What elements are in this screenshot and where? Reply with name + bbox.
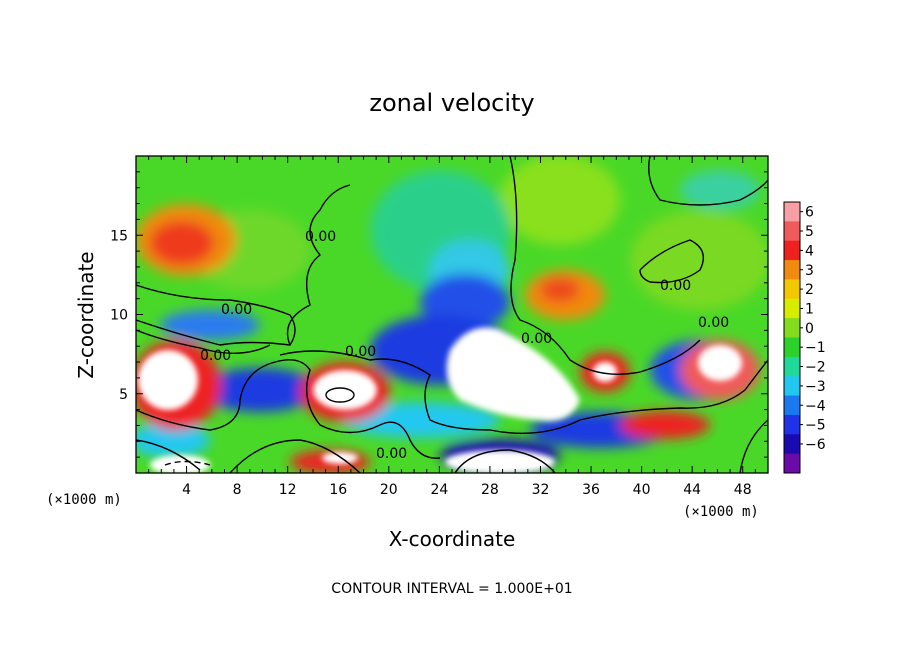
- y-axis-label: Z-coordinate: [74, 251, 98, 378]
- colorbar-swatch: [784, 414, 800, 435]
- contour-label: 0.00: [345, 344, 376, 360]
- contour-label: 0.00: [200, 348, 231, 364]
- colorbar-swatch: [784, 240, 800, 261]
- x-tick-label: 36: [582, 482, 600, 498]
- colorbar-swatch: [784, 221, 800, 242]
- colorbar-swatch: [784, 279, 800, 300]
- x-tick-label: 20: [380, 482, 398, 498]
- colorbar-tick-label: −2: [805, 360, 826, 376]
- heatmap-field: [136, 156, 768, 473]
- colorbar-tick-label: −3: [805, 379, 826, 395]
- contour-lines: [136, 156, 768, 473]
- colorbar-swatch: [784, 337, 800, 358]
- colorbar-swatch: [784, 376, 800, 397]
- x-unit-label-left: (×1000 m): [46, 492, 122, 508]
- colorbar-tick-label: 0: [805, 321, 814, 337]
- contour-label: 0.00: [698, 315, 729, 331]
- colorbar-tick-label: −5: [805, 418, 826, 434]
- colorbar-swatch: [784, 260, 800, 280]
- colorbar-tick-label: 3: [805, 263, 814, 279]
- colorbar-tick-label: −4: [805, 398, 826, 414]
- colorbar-tick-label: 5: [805, 224, 814, 240]
- x-tick-label: 32: [532, 482, 550, 498]
- x-tick-label: 4: [182, 482, 191, 498]
- y-tick-label: 15: [110, 228, 128, 244]
- x-tick-label: 16: [329, 482, 347, 498]
- x-unit-label-right: (×1000 m): [683, 504, 759, 520]
- x-tick-label: 48: [734, 482, 752, 498]
- x-tick-label: 40: [633, 482, 651, 498]
- y-tick-label: 10: [110, 308, 128, 324]
- colorbar-tick-label: −1: [805, 340, 826, 356]
- chart-title: zonal velocity: [369, 89, 534, 117]
- colorbar: 6 5 4 3 2 1 0 −1 −2 −3 −4 −5 −6: [783, 201, 826, 474]
- colorbar-tick-label: −6: [805, 437, 826, 453]
- x-tick-label: 28: [481, 482, 499, 498]
- contour-interval-note: CONTOUR INTERVAL = 1.000E+01: [331, 581, 572, 597]
- contour-label: 0.00: [305, 229, 336, 245]
- contour-label: 0.00: [521, 331, 552, 347]
- x-axis-label: X-coordinate: [389, 527, 516, 551]
- x-tick-label: 24: [430, 482, 448, 498]
- contour-label-group: 0.00 0.00 0.00 0.00 0.00 0.00 0.00 0.00: [200, 229, 729, 462]
- x-tick-label: 44: [683, 482, 701, 498]
- colorbar-frame: [783, 201, 801, 474]
- colorbar-swatch: [784, 318, 800, 338]
- colorbar-swatch: [784, 202, 800, 222]
- y-axis-ticks: 5 10 15: [110, 171, 768, 458]
- x-tick-label: 8: [233, 482, 242, 498]
- colorbar-tick-label: 6: [805, 205, 814, 221]
- colorbar-tick-label: 2: [805, 282, 814, 298]
- contour-label: 0.00: [221, 302, 252, 318]
- colorbar-swatch: [784, 453, 800, 474]
- contour-label: 0.00: [376, 446, 407, 462]
- x-axis-ticks: 4 8 12 16 20 24 28 32 36 40 44 48: [148, 156, 756, 498]
- colorbar-swatch: [784, 298, 800, 319]
- colorbar-swatch: [784, 395, 800, 416]
- contour-label: 0.00: [660, 278, 691, 294]
- colorbar-tick-label: 4: [805, 243, 814, 259]
- colorbar-tick-label: 1: [805, 301, 814, 317]
- colorbar-swatch: [784, 434, 800, 455]
- colorbar-swatch: [784, 356, 800, 377]
- y-tick-label: 5: [119, 387, 128, 403]
- x-tick-label: 12: [279, 482, 297, 498]
